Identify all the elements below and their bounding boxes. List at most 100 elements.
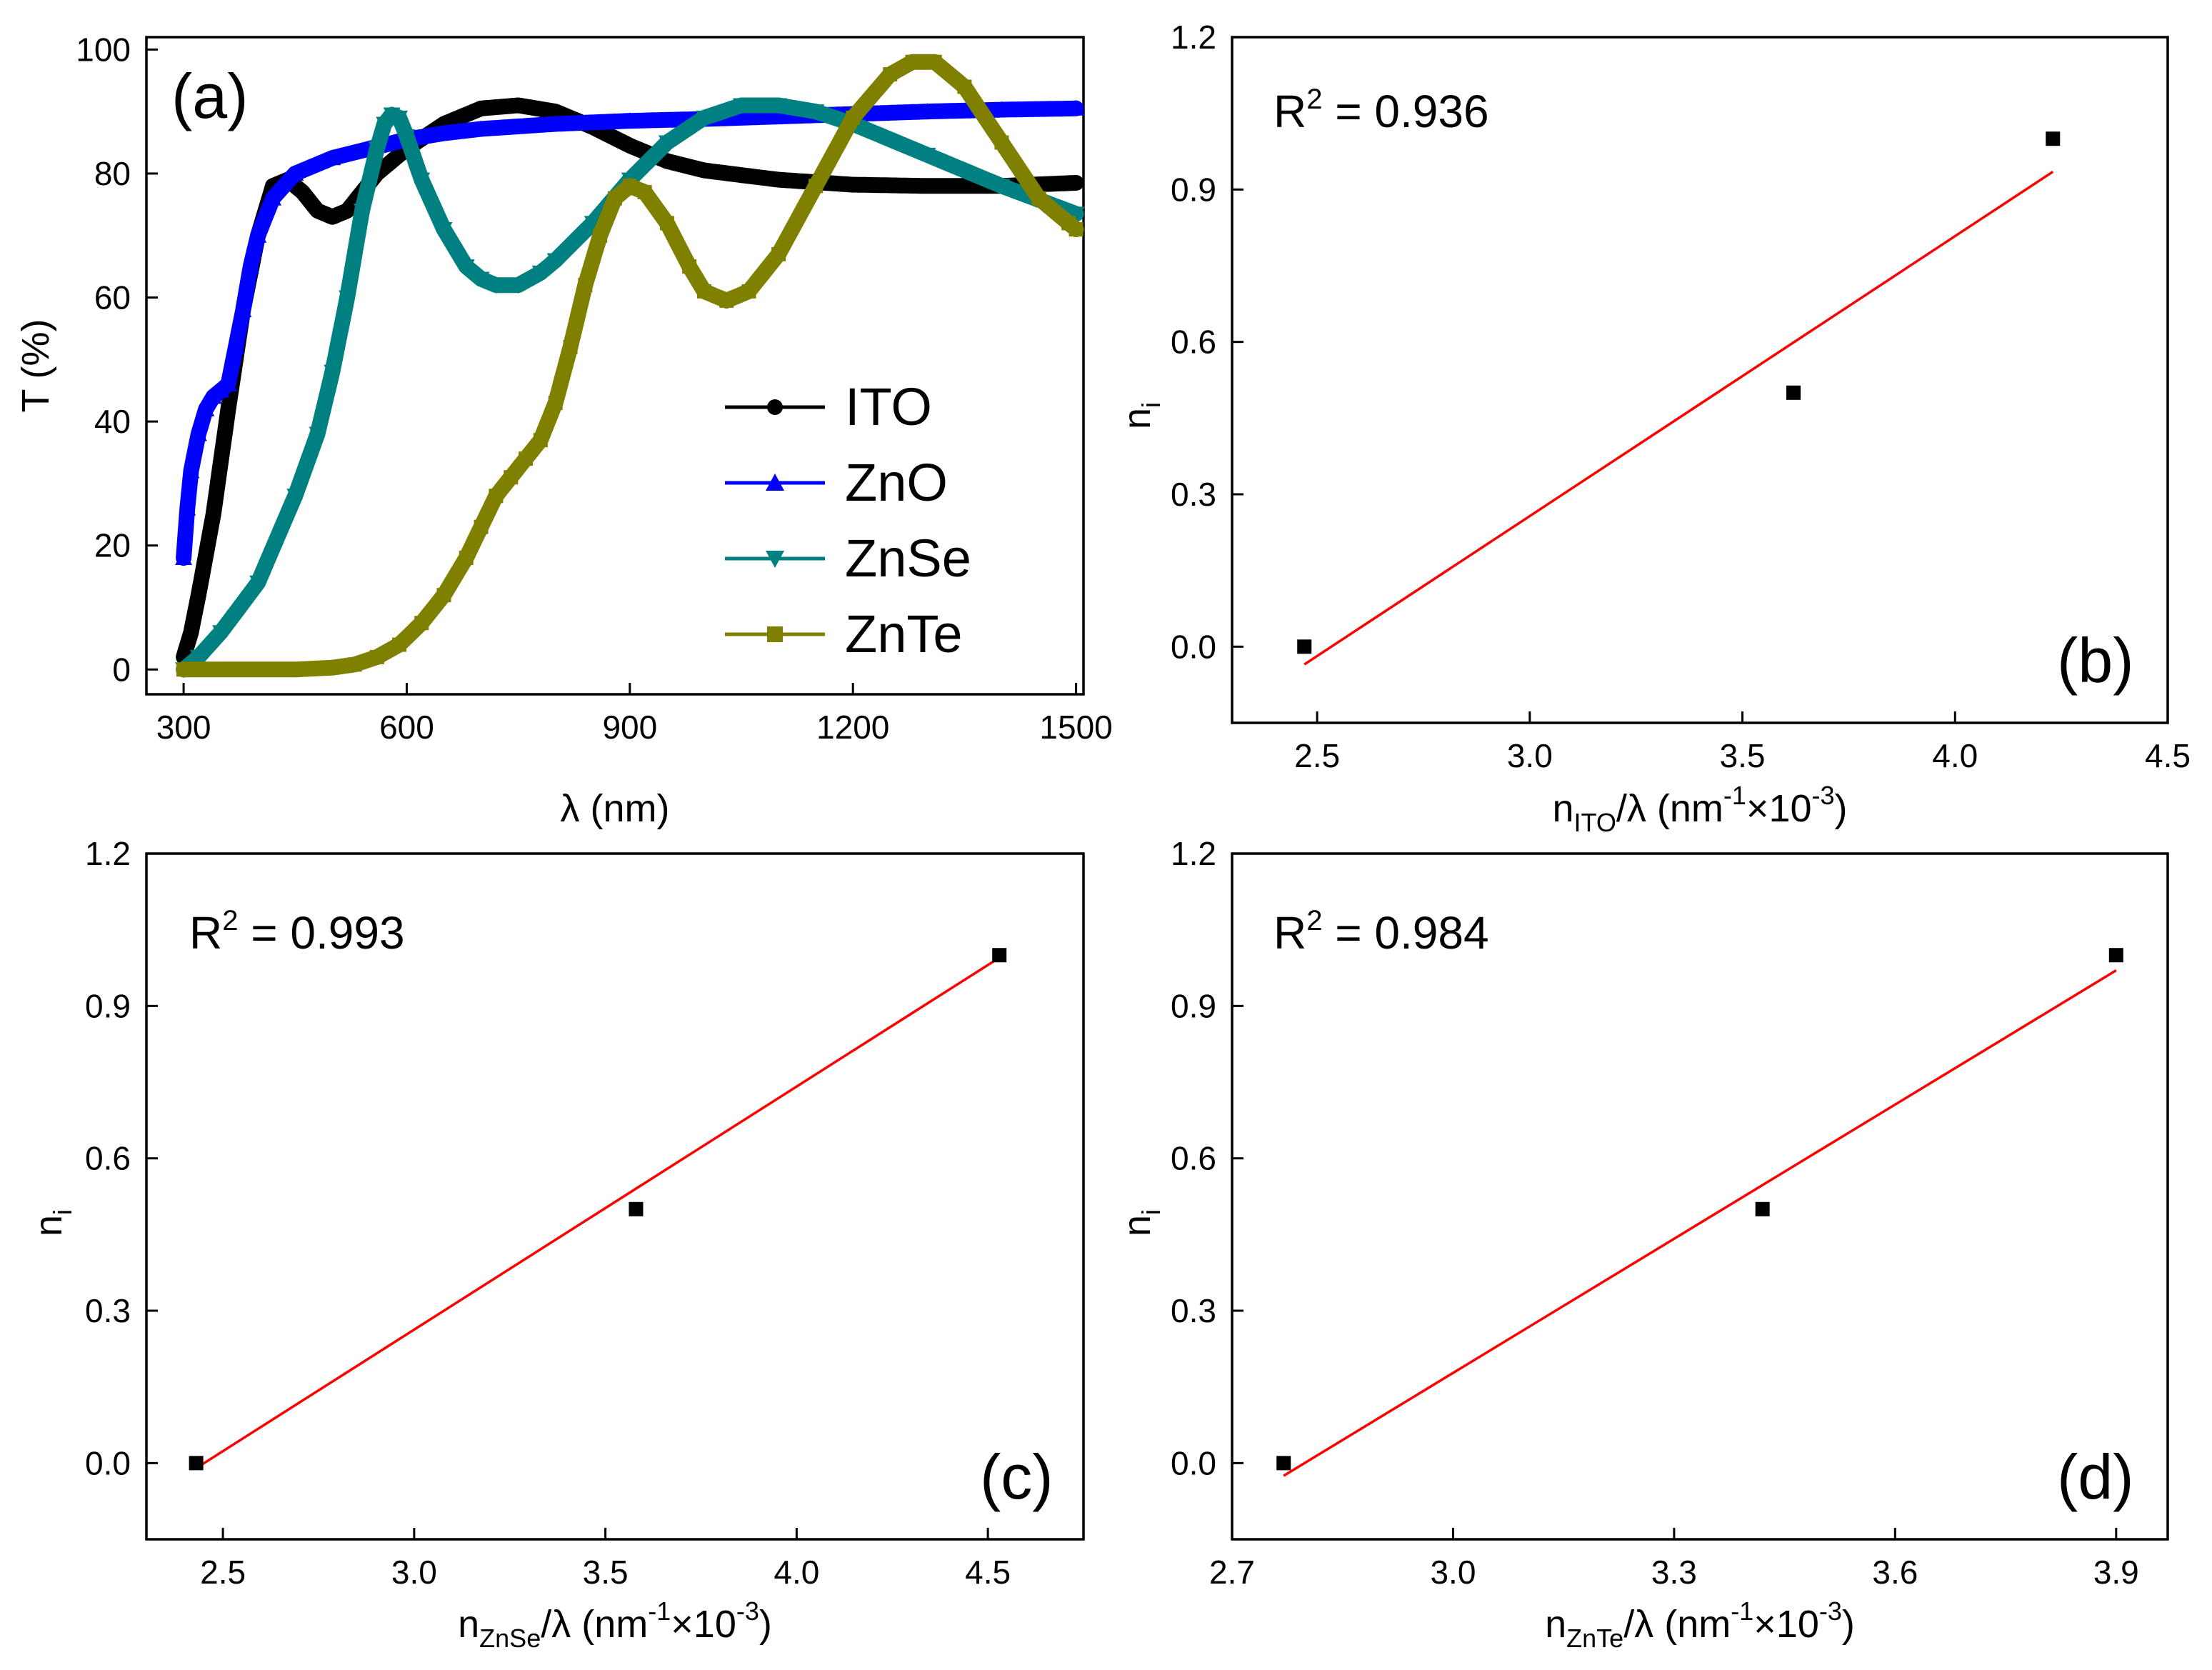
point-znte-4: [347, 657, 362, 672]
point-znte-16: [563, 339, 578, 354]
y-tick-label-c-0-9: 0.9: [85, 987, 131, 1024]
y-tick-label-b-1-2: 1.2: [1171, 19, 1216, 56]
x-tick-label-d-3-9: 3.9: [2093, 1554, 2139, 1591]
x-tick-label-d-3-3: 3.3: [1651, 1554, 1697, 1591]
panel-a-y-axis-title: T (%): [14, 319, 57, 413]
point-zno-3: [189, 425, 207, 441]
data-point-c-0: [189, 1456, 204, 1471]
point-ito-3: [206, 507, 221, 522]
point-zno-11: [249, 226, 267, 243]
data-point-c-2: [992, 948, 1007, 963]
panel-d-ticks: 2.7 3.0 3.3 3.6 3.9 0.0 0.3 0.6 0.9 1.2: [1171, 835, 2139, 1591]
y-tick-label-b-0-6: 0.6: [1171, 324, 1216, 361]
y-tick-label-b-0-3: 0.3: [1171, 476, 1216, 513]
x-tick-label-b-3: 3.0: [1507, 737, 1553, 774]
panel-d-r-squared: R2 = 0.984: [1273, 905, 1489, 959]
panel-b-label: (b): [2057, 625, 2134, 696]
y-tick-label-b-0-9: 0.9: [1171, 171, 1216, 208]
point-znse-31: [993, 179, 1011, 195]
panel-c-x-axis-title: nZnSe/λ (nm-1×10-3): [458, 1596, 772, 1653]
point-zno-20: [621, 112, 639, 129]
point-ito-9: [295, 184, 310, 199]
panel-c-series: [189, 948, 1007, 1471]
data-point-c-1: [629, 1201, 644, 1216]
point-zno-26: [1067, 99, 1085, 116]
point-znte-31: [905, 54, 920, 69]
legend-item-zno: ZnO: [725, 453, 948, 512]
data-point-d-2: [2108, 948, 2123, 963]
legend-label-znte: ZnTe: [845, 604, 963, 664]
point-znse-8: [353, 204, 371, 220]
point-znte-14: [533, 433, 548, 448]
point-znse-28: [807, 104, 825, 121]
x-tick-label-c-4-5: 4.5: [965, 1554, 1011, 1591]
point-zno-4: [197, 400, 215, 416]
data-point-d-0: [1276, 1456, 1291, 1471]
panel-d-label: (d): [2057, 1441, 2134, 1512]
point-znse-1: [189, 649, 207, 666]
point-znse-30: [919, 147, 936, 164]
point-znse-26: [733, 98, 751, 114]
y-tick-label-c-0: 0.0: [85, 1444, 131, 1481]
y-tick-label-d-0-6: 0.6: [1171, 1140, 1216, 1177]
panel-a-series: [175, 54, 1085, 679]
x-tick-label-a-1200: 1200: [816, 709, 889, 746]
x-tick-label-c-3-5: 3.5: [583, 1554, 629, 1591]
point-znte-19: [608, 191, 622, 206]
point-znse-14: [413, 172, 431, 189]
y-tick-label-a-60: 60: [94, 279, 131, 316]
point-znte-22: [659, 216, 674, 231]
y-tick-label-a-20: 20: [94, 527, 131, 564]
point-znse-32: [1067, 206, 1085, 223]
y-tick-label-a-0: 0: [112, 651, 131, 688]
y-tick-label-a-100: 100: [76, 31, 131, 68]
point-znte-18: [593, 228, 608, 243]
point-znte-20: [622, 179, 637, 194]
legend-marker-ito: [767, 399, 783, 415]
panel-c-ticks: 2.5 3.0 3.5 4.0 4.5 0.0 0.3 0.6 0.9 1.2: [85, 835, 1011, 1591]
data-point-b-2: [2046, 131, 2061, 146]
point-znse-22: [584, 216, 601, 232]
legend-label-ito: ITO: [845, 377, 932, 436]
point-znse-7: [339, 290, 356, 306]
point-ito-24: [771, 172, 786, 187]
point-znte-27: [771, 246, 786, 261]
point-znte-29: [846, 110, 861, 125]
point-znte-23: [682, 259, 697, 274]
point-zno-0: [175, 549, 193, 566]
point-znte-6: [392, 637, 407, 652]
point-znse-19: [509, 278, 527, 294]
y-tick-label-a-40: 40: [94, 403, 131, 440]
panel-b-r-squared: R2 = 0.936: [1273, 84, 1489, 137]
x-tick-label-a-300: 300: [156, 709, 211, 746]
point-zno-25: [993, 101, 1011, 117]
data-point-b-1: [1786, 385, 1801, 400]
point-znse-2: [212, 625, 230, 641]
panel-c-znse-fit-chart: 2.5 3.0 3.5 4.0 4.5 0.0 0.3 0.6 0.9 1.2 R2 = 0.99…: [27, 835, 1085, 1653]
point-znse-24: [658, 135, 676, 151]
point-znte-33: [957, 79, 972, 94]
point-znte-30: [883, 67, 898, 82]
point-zno-2: [182, 462, 200, 479]
legend-marker-znse: [766, 551, 784, 568]
point-znse-15: [435, 222, 453, 239]
point-znte-15: [548, 396, 563, 411]
panel-a-legend: ITO ZnO ZnSe ZnTe: [725, 377, 971, 664]
data-point-d-1: [1755, 1201, 1770, 1216]
y-tick-label-d-1-2: 1.2: [1171, 835, 1216, 872]
point-znse-18: [487, 278, 505, 294]
x-tick-label-a-1500: 1500: [1039, 709, 1112, 746]
point-znte-25: [719, 293, 734, 308]
point-zno-17: [435, 124, 453, 141]
point-ito-1: [184, 625, 199, 640]
y-tick-label-c-0-3: 0.3: [85, 1292, 131, 1329]
point-znte-37: [1069, 222, 1084, 237]
point-znte-35: [1031, 191, 1046, 206]
panel-a-x-axis-title: λ (nm): [561, 787, 670, 830]
panel-a-plot-frame: [145, 36, 1085, 696]
panel-c-y-axis-title: ni: [27, 1209, 77, 1236]
y-tick-label-c-1-2: 1.2: [85, 835, 131, 872]
panel-b-plot-frame: [1231, 36, 2169, 724]
